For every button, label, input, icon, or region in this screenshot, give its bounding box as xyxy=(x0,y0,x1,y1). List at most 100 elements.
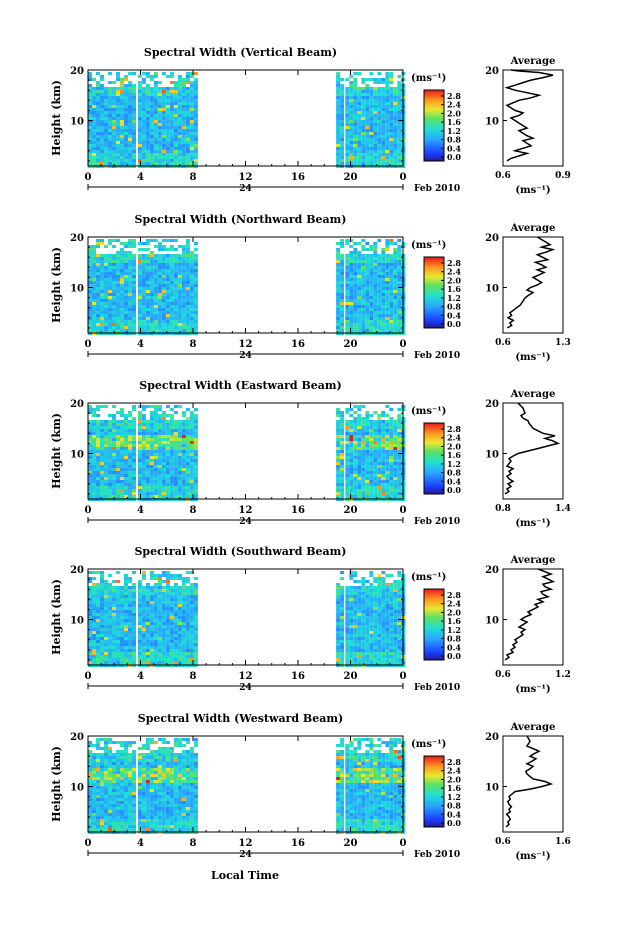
heatmap-cell xyxy=(393,93,398,96)
heatmap-cell xyxy=(381,141,386,144)
heatmap-cell xyxy=(108,275,112,278)
heatmap-cell xyxy=(132,589,136,592)
heatmap-cell xyxy=(336,96,341,99)
heatmap-cell xyxy=(369,326,374,329)
heatmap-cell xyxy=(120,586,124,589)
heatmap-cell xyxy=(349,423,354,426)
heatmap-cell xyxy=(128,441,132,444)
heatmap-cell xyxy=(145,634,150,637)
heatmap-cell xyxy=(137,141,142,144)
heatmap-cell xyxy=(177,655,182,658)
heatmap-cell xyxy=(128,320,132,323)
heatmap-cell xyxy=(116,477,120,480)
heatmap-cell xyxy=(177,153,182,156)
heatmap-cell xyxy=(357,471,362,474)
heatmap-cell xyxy=(100,329,104,332)
heatmap-cell xyxy=(189,263,194,266)
heatmap-cell xyxy=(96,405,100,408)
heatmap-cell xyxy=(177,135,182,138)
heatmap-cell xyxy=(137,263,142,266)
heatmap-cell xyxy=(145,117,150,120)
heatmap-cell xyxy=(92,305,96,308)
heatmap-cell xyxy=(88,147,92,150)
heatmap-cell xyxy=(153,589,158,592)
heatmap-cell xyxy=(153,423,158,426)
x-tick-label: 0 xyxy=(85,339,92,350)
heatmap-cell xyxy=(385,75,390,78)
heatmap-cell xyxy=(153,329,158,332)
heatmap-cell xyxy=(385,281,390,284)
heatmap-cell xyxy=(385,405,390,408)
heatmap-cell xyxy=(377,284,382,287)
heatmap-cell xyxy=(132,604,136,607)
heatmap-cell xyxy=(96,655,100,658)
heatmap-cell xyxy=(96,471,100,474)
heatmap-cell xyxy=(157,314,162,317)
heatmap-cell xyxy=(349,99,354,102)
heatmap-cell xyxy=(169,290,174,293)
heatmap-cell xyxy=(108,114,112,117)
heatmap-cell xyxy=(100,405,104,408)
heatmap-cell xyxy=(340,329,345,332)
heatmap-cell xyxy=(153,643,158,646)
heatmap-cell xyxy=(381,254,386,257)
heatmap-cell xyxy=(145,257,150,260)
heatmap-cell xyxy=(365,308,370,311)
heatmap-cell xyxy=(132,159,136,162)
heatmap-cell xyxy=(169,486,174,489)
heatmap-cell xyxy=(100,111,104,114)
heatmap-cell xyxy=(361,435,366,438)
heatmap-cell xyxy=(361,471,366,474)
heatmap-cell xyxy=(112,108,116,111)
heatmap-cell xyxy=(92,284,96,287)
heatmap-cell xyxy=(397,293,402,296)
heatmap-cell xyxy=(96,242,100,245)
heatmap-cell xyxy=(336,483,341,486)
heatmap-cell xyxy=(389,141,394,144)
heatmap-cell xyxy=(369,257,374,260)
heatmap-cell xyxy=(181,159,186,162)
heatmap-cell xyxy=(165,631,170,634)
heatmap-cell xyxy=(185,320,190,323)
heatmap-cell xyxy=(361,305,366,308)
heatmap-cell xyxy=(336,459,341,462)
heatmap-cell xyxy=(100,90,104,93)
heatmap-cell xyxy=(189,414,194,417)
heatmap-cell xyxy=(88,447,92,450)
heatmap-cell xyxy=(393,308,398,311)
heatmap-cell xyxy=(96,141,100,144)
heatmap-cell xyxy=(397,135,402,138)
y-tick-label: 20 xyxy=(70,66,84,77)
date-label: Feb 2010 xyxy=(414,184,460,194)
heatmap-cell xyxy=(145,329,150,332)
heatmap-cell xyxy=(340,489,345,492)
heatmap-cell xyxy=(389,72,394,75)
heatmap-cell xyxy=(149,278,154,281)
heatmap-cell xyxy=(157,408,162,411)
heatmap-cell xyxy=(393,144,398,147)
heatmap-cell xyxy=(361,299,366,302)
heatmap-cell xyxy=(397,84,402,87)
heatmap-cell xyxy=(177,589,182,592)
heatmap-cell xyxy=(104,480,108,483)
heatmap-cell xyxy=(128,480,132,483)
heatmap-cell xyxy=(397,459,402,462)
heatmap-cell xyxy=(100,589,104,592)
heatmap-cell xyxy=(92,601,96,604)
heatmap-cell xyxy=(393,287,398,290)
heatmap-cell xyxy=(381,459,386,462)
heatmap-cell xyxy=(385,456,390,459)
heatmap-cell xyxy=(141,658,146,661)
heatmap-cell xyxy=(153,474,158,477)
heatmap-cell xyxy=(108,266,112,269)
heatmap-cell xyxy=(361,456,366,459)
heatmap-cell xyxy=(145,471,150,474)
colorbar-tick-label: 2.0 xyxy=(447,108,461,118)
x-tick-label: 8 xyxy=(190,339,197,350)
heatmap-cell xyxy=(153,156,158,159)
heatmap-cell xyxy=(349,462,354,465)
heatmap-cell xyxy=(157,462,162,465)
heatmap-cell xyxy=(137,610,142,613)
heatmap-cell xyxy=(393,248,398,251)
heatmap-cell xyxy=(173,290,178,293)
